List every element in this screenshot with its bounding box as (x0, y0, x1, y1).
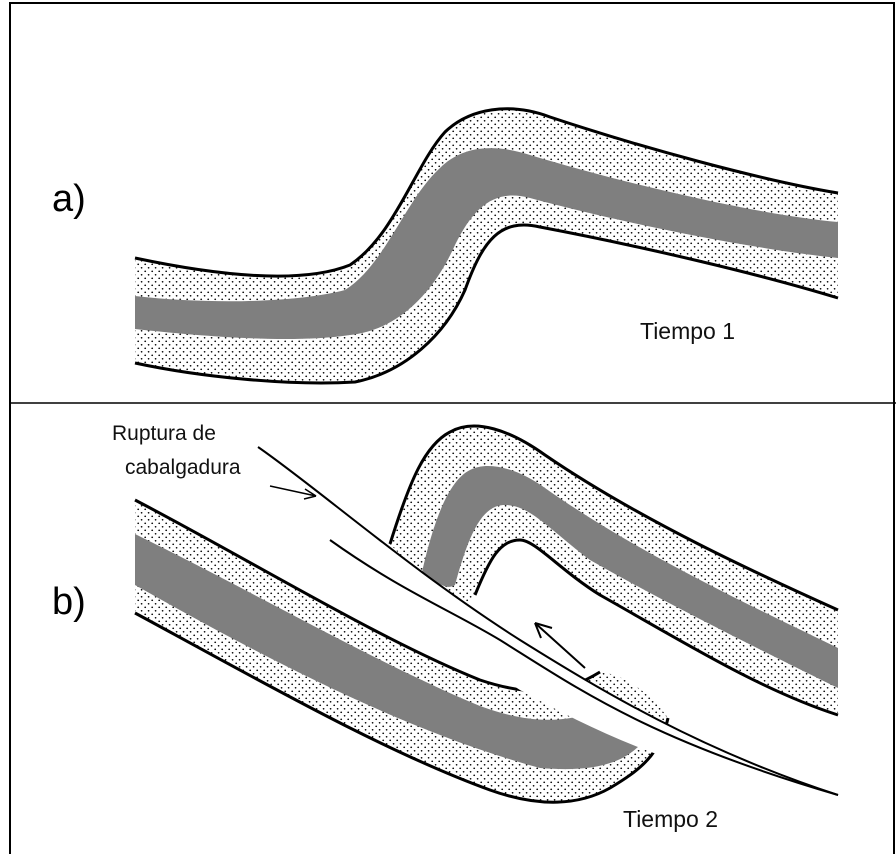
panel-a-bottom-boundary (134, 223, 839, 385)
panel-b-fault-line-upper (257, 446, 839, 796)
panel-b-label: b) (52, 581, 86, 623)
fault-label-pointer-head (303, 488, 317, 500)
panel-b-footwall-bottom (134, 611, 670, 804)
panel-b (134, 424, 839, 804)
panel-a-label: a) (52, 178, 86, 220)
panel-b-slip-arrowhead (534, 622, 553, 639)
fault-label-pointer (269, 485, 317, 497)
panel-a (134, 107, 839, 385)
panel-a-caption: Tiempo 1 (640, 318, 735, 344)
panel-b-hanging-wall-bottom (473, 538, 839, 717)
figure-frame (9, 2, 895, 854)
panel-b-slip-arrow (534, 622, 586, 669)
panel-a-gray-layer (135, 148, 838, 340)
fault-label-line1: Ruptura de (112, 422, 216, 445)
fault-label-line2: cabalgadura (125, 456, 241, 479)
panel-a-top-boundary (134, 107, 839, 278)
panel-b-hanging-wall-gray-layer (422, 466, 838, 688)
panel-b-footwall-gray-layer (135, 534, 640, 770)
panel-b-hanging-wall-top (388, 424, 839, 612)
panel-b-fault-line-lower (329, 539, 839, 796)
panel-b-caption: Tiempo 2 (623, 806, 718, 832)
